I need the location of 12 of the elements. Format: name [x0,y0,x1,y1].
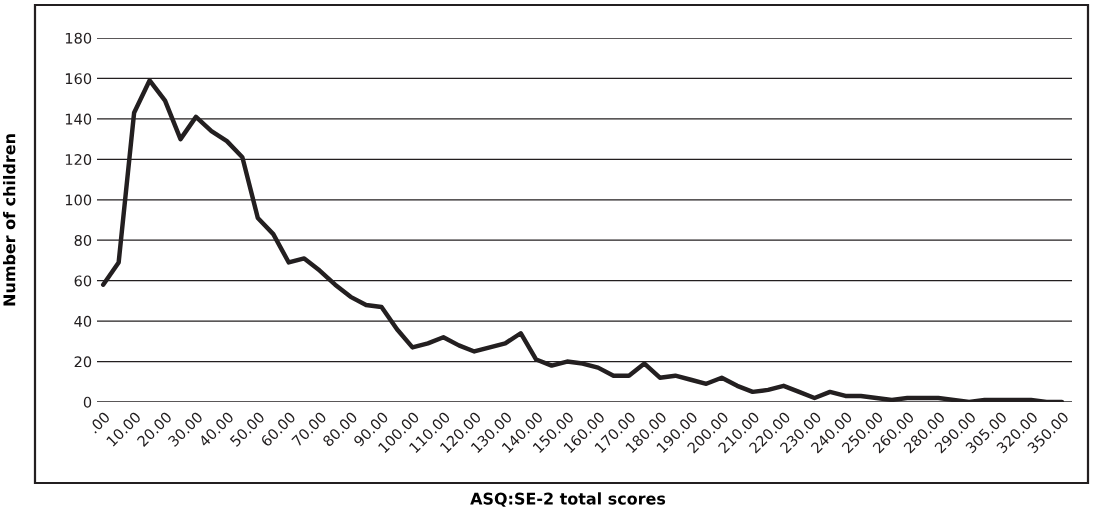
y-tick-label: 0 [83,396,92,408]
y-tick-label: 120 [65,154,92,166]
y-axis-title: Number of children [3,134,16,306]
y-tick-label: 160 [65,73,92,85]
y-tick-label: 180 [65,32,92,44]
y-tick-label: 80 [74,234,92,246]
y-tick-label: 100 [65,194,92,206]
y-tick-label: 140 [65,113,92,125]
x-axis-title: ASQ:SE-2 total scores [470,492,666,507]
y-tick-label: 40 [74,315,92,327]
y-tick-label: 20 [74,356,92,368]
y-tick-label: 60 [74,275,92,287]
